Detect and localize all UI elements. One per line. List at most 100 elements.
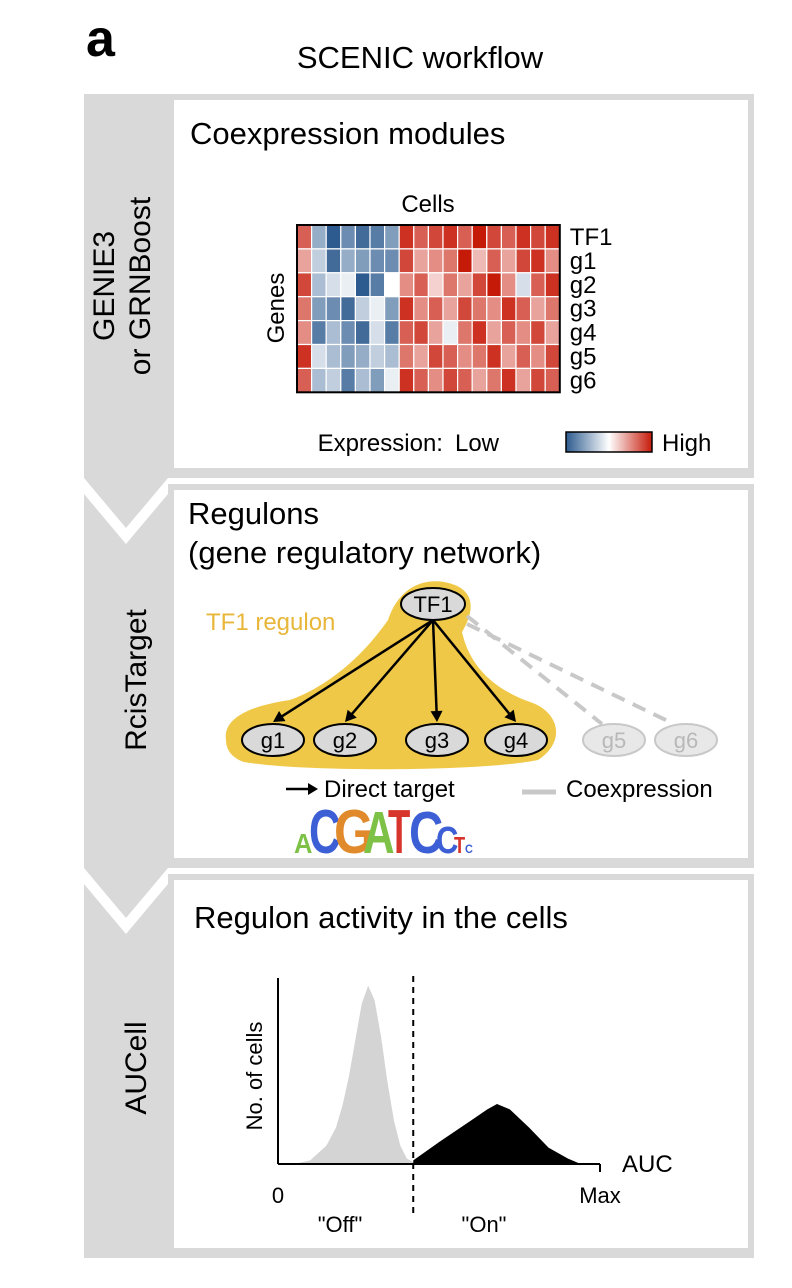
auc-tick-max: Max: [579, 1183, 621, 1208]
heatmap-cell: [369, 320, 386, 346]
direct-target-edge: [349, 619, 434, 717]
heatmap-cell: [457, 296, 473, 322]
heatmap-cell: [413, 224, 429, 250]
heatmap-cell: [413, 320, 429, 346]
heatmap-cell: [427, 343, 444, 369]
coexpressed-gene-node: [582, 723, 646, 757]
heatmap-cell: [354, 343, 371, 369]
heatmap-cell: [384, 296, 400, 322]
motif-letter: A: [294, 828, 312, 859]
heatmap-cell: [427, 248, 444, 274]
heatmap-cell: [515, 343, 532, 369]
heatmap-cell: [311, 367, 327, 393]
heatmap-cell: [427, 296, 444, 322]
legend-expression-title: Expression:: [318, 430, 443, 457]
heatmap-cell: [354, 296, 371, 322]
heatmap-cells-label: Cells: [401, 191, 454, 218]
regulon-highlight-blob: [225, 581, 557, 770]
heatmap-cell: [442, 367, 459, 393]
heatmap-cell: [369, 296, 386, 322]
heatmap-cell: [515, 272, 532, 298]
auc-off-label: "Off": [318, 1212, 363, 1237]
auc-ylabel: No. of cells: [242, 1022, 267, 1131]
motif-letter: C: [465, 842, 473, 856]
direct-target-arrowhead: [504, 709, 516, 722]
heatmap-cell: [500, 343, 517, 369]
heatmap-genes-label: Genes: [263, 273, 290, 344]
heading-activity: Regulon activity in the cells: [194, 900, 568, 935]
heatmap-cell: [384, 320, 400, 346]
heatmap-cell: [427, 272, 444, 298]
target-gene-label: g2: [333, 728, 357, 753]
heatmap-row-label: g5: [570, 343, 597, 370]
heatmap-row-label: g1: [570, 248, 597, 275]
legend-expression-label: Expression: Low: [318, 430, 500, 457]
heatmap-border: [296, 224, 561, 394]
heatmap-cell: [311, 224, 327, 250]
tf-node: [400, 587, 466, 621]
heatmap-cell: [311, 272, 327, 298]
heatmap-cell: [311, 248, 327, 274]
motif-letter: C: [309, 798, 341, 867]
heatmap-cell: [544, 272, 561, 298]
regulon-label: TF1 regulon: [206, 609, 335, 636]
heatmap-row-label: g3: [570, 296, 597, 323]
target-gene-label: g3: [425, 728, 449, 753]
heatmap-cell: [340, 320, 356, 346]
heatmap-cell: [296, 343, 313, 369]
heatmap-cell: [413, 367, 429, 393]
heatmap-cell: [296, 248, 313, 274]
heatmap-cell: [529, 224, 546, 250]
motif-letter: A: [363, 800, 395, 866]
regulatory-network: TF1 g1 g2 g3 g4 g5 g6: [241, 587, 718, 757]
direct-target-arrowhead: [345, 709, 357, 722]
coexpressed-gene-label: g6: [674, 728, 698, 753]
target-gene-node: [313, 723, 377, 757]
tool-label-rciistarget: RcisTarget: [120, 608, 153, 750]
heatmap-cell: [354, 272, 371, 298]
target-gene-label: g4: [504, 728, 528, 753]
legend-direct-arrow-head: [308, 783, 318, 795]
panel-label-text: a: [86, 10, 116, 68]
heatmap-cell: [500, 296, 517, 322]
heatmap-cell: [486, 248, 502, 274]
motif-letter: C: [436, 819, 458, 862]
direct-target-arrowhead: [430, 710, 443, 722]
heatmap-cell: [471, 296, 488, 322]
heatmap-cell: [471, 343, 488, 369]
heatmap-cell: [398, 343, 415, 369]
heatmap-cell: [413, 343, 429, 369]
tool-label-aucell: AUCell: [120, 1021, 153, 1114]
heatmap-cell: [311, 343, 327, 369]
heatmap-cell: [325, 367, 342, 393]
heatmap-cell: [442, 343, 459, 369]
heatmap-cell: [384, 224, 400, 250]
target-gene-node: [484, 723, 548, 757]
heatmap-cell: [413, 272, 429, 298]
heatmap-cell: [325, 248, 342, 274]
heatmap-cell: [515, 224, 532, 250]
heatmap-cell: [471, 367, 488, 393]
heatmap-cell: [544, 224, 561, 250]
heatmap-cell: [457, 343, 473, 369]
auc-xlabel: AUC: [622, 1151, 673, 1178]
legend-high-label: High: [662, 430, 711, 457]
motif-letter: T: [454, 833, 465, 859]
heatmap-cell: [457, 272, 473, 298]
heatmap-cell: [325, 272, 342, 298]
heatmap-cell: [427, 320, 444, 346]
heatmap-cell: [500, 272, 517, 298]
heatmap-cell: [515, 296, 532, 322]
heatmap-cell: [486, 224, 502, 250]
heatmap-row-label: g4: [570, 320, 597, 347]
heatmap-cell: [529, 367, 546, 393]
heatmap-cell: [442, 272, 459, 298]
figure-title: SCENIC workflow: [297, 40, 544, 75]
target-gene-node: [241, 723, 305, 757]
motif-letter: T: [388, 797, 410, 866]
tool-label-genie3: GENIE3 or GRNBoost: [88, 196, 157, 375]
direct-target-arrowhead: [273, 711, 286, 722]
heatmap-cell: [369, 248, 386, 274]
